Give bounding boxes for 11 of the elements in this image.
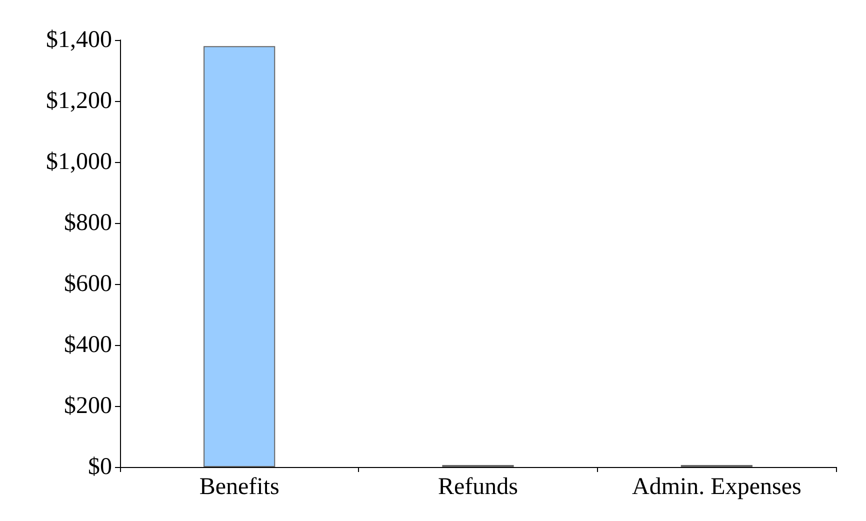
y-tick-label: $800 xyxy=(64,210,112,236)
x-tick-label: Benefits xyxy=(199,474,280,500)
y-tick-label: $1,200 xyxy=(46,88,112,114)
x-tick-label: Admin. Expenses xyxy=(632,474,802,500)
y-tick-label: $0 xyxy=(88,454,112,480)
y-tick-label: $1,000 xyxy=(46,149,112,175)
y-tick-label: $200 xyxy=(64,393,112,419)
y-tick-label: $400 xyxy=(64,332,112,358)
y-tick-label: $600 xyxy=(64,271,112,297)
y-tick-label: $1,400 xyxy=(46,27,112,53)
x-tick-label: Refunds xyxy=(438,474,518,500)
